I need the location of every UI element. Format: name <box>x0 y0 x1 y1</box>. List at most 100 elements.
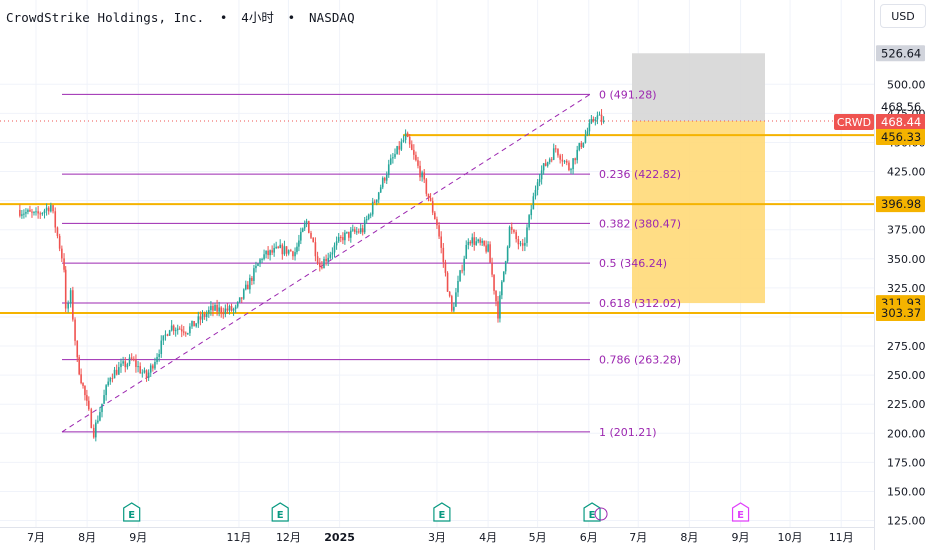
candle-body <box>160 340 163 354</box>
candle-body <box>572 158 574 170</box>
candle-body <box>156 356 158 362</box>
fibonacci-retracement[interactable]: 0 (491.28) 0.236 (422.82) 0.382 (380.47) 0.… <box>61 88 681 439</box>
candle-body <box>467 241 470 245</box>
candle-body <box>300 231 302 241</box>
candle-body <box>172 325 175 331</box>
candle-body <box>178 328 181 330</box>
candle-body <box>240 297 243 299</box>
candle-body <box>387 164 390 176</box>
candle-body <box>78 357 80 375</box>
candle-body <box>69 290 72 304</box>
time-tick-label: 8月 <box>78 531 96 544</box>
candle-body <box>279 244 281 248</box>
candle-body <box>544 163 547 166</box>
candle-body <box>536 182 539 190</box>
candle-body <box>469 241 472 244</box>
candle-body <box>519 243 522 245</box>
candle-body <box>271 250 273 253</box>
candle-body <box>230 306 233 311</box>
candle-body <box>563 160 566 162</box>
candle-body <box>586 131 589 136</box>
candle-body <box>126 364 129 368</box>
candle-body <box>216 305 218 312</box>
candle-body <box>296 246 298 253</box>
price-tick-label: 375.00 <box>887 224 926 237</box>
dividend-marker-icon <box>594 507 608 521</box>
candle-body <box>176 328 179 331</box>
candle-body <box>363 220 366 233</box>
candle-body <box>532 196 535 210</box>
earnings-marker-icon[interactable]: E <box>271 502 289 522</box>
candle-body <box>242 289 245 299</box>
candle-body <box>340 237 342 239</box>
candle-body <box>199 316 202 320</box>
candle-body <box>325 258 327 262</box>
price-tags: 526.64468.56468.44CRWD456.33396.98311.93… <box>834 45 925 322</box>
candle-body <box>574 158 576 161</box>
candle-body <box>228 306 231 311</box>
time-tick-label: 9月 <box>732 531 750 544</box>
candle-body <box>72 290 74 320</box>
time-tick-label: 7月 <box>629 531 647 544</box>
currency-button[interactable]: USD <box>880 4 926 28</box>
candle-body <box>281 244 284 255</box>
candle-body <box>275 246 277 248</box>
price-tick-label: 350.00 <box>887 253 926 266</box>
price-tick-label: 225.00 <box>887 398 926 411</box>
candle-body <box>52 205 54 212</box>
earnings-marker-icon[interactable]: E <box>583 502 608 522</box>
candle-body <box>197 316 200 324</box>
candle-body <box>434 212 436 220</box>
candle-body <box>257 263 259 266</box>
candle-body <box>187 333 189 335</box>
title-separator: • <box>219 10 228 25</box>
candle-body <box>542 163 545 171</box>
earnings-marker-icon[interactable]: E <box>731 502 750 522</box>
candle-body <box>465 244 468 259</box>
candle-body <box>47 207 50 212</box>
candle-body <box>255 265 257 269</box>
candle-body <box>92 427 95 438</box>
price-tick-label: 500.00 <box>887 78 926 91</box>
candlesticks <box>19 109 605 442</box>
candle-body <box>359 228 362 233</box>
candle-body <box>383 177 386 181</box>
candle-body <box>602 120 605 122</box>
candle-body <box>440 236 442 248</box>
candle-body <box>58 235 61 249</box>
candle-body <box>214 305 216 311</box>
candle-body <box>335 241 338 246</box>
candle-body <box>122 361 124 364</box>
interval-label[interactable]: 4小时 <box>241 10 275 25</box>
earnings-marker-icon[interactable]: E <box>123 502 141 522</box>
candle-body <box>321 266 323 269</box>
symbol-tag-box <box>834 114 874 130</box>
candle-body <box>487 244 489 252</box>
candle-body <box>524 242 526 246</box>
candle-body <box>582 142 585 148</box>
candle-body <box>158 353 160 357</box>
candle-body <box>540 170 543 180</box>
candle-body <box>459 270 461 281</box>
candle-body <box>162 335 165 341</box>
time-axis[interactable]: 7月 8月 9月 11月 12月 2025 3月 4月 5月 6月 7月 8月 9月 10月 11月 <box>0 527 874 545</box>
price-axis[interactable]: 125.00 150.00 175.00 200.00 225.00 250.00 275.… <box>874 0 926 550</box>
candle-body <box>97 420 99 423</box>
candle-body <box>592 119 595 121</box>
candle-body <box>352 229 354 231</box>
candle-body <box>236 301 239 307</box>
candle-body <box>191 320 193 327</box>
fib-trend-line[interactable] <box>61 94 591 433</box>
candle-body <box>521 243 524 246</box>
earnings-label: E <box>737 510 744 521</box>
candle-body <box>222 313 225 315</box>
candle-body <box>481 240 483 243</box>
candle-body <box>415 154 417 161</box>
position-zones <box>632 53 765 304</box>
candle-body <box>513 229 515 233</box>
earnings-marker-icon[interactable]: E <box>433 502 451 522</box>
candle-body <box>21 214 23 216</box>
price-tick-label: 275.00 <box>887 340 926 353</box>
candle-body <box>596 115 599 120</box>
